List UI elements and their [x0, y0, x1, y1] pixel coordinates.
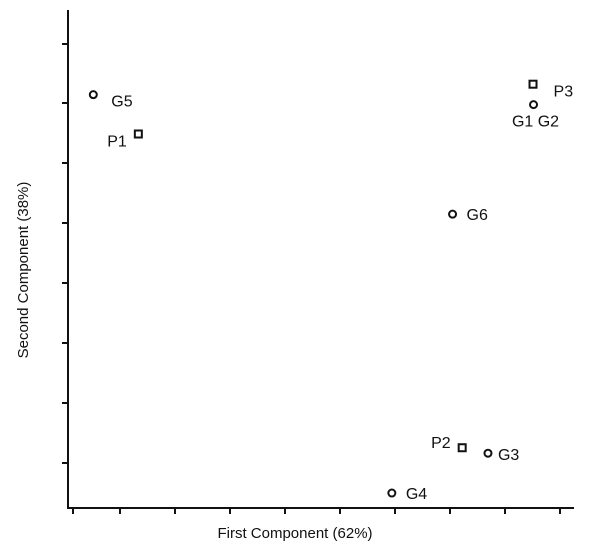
- data-point-p3: [528, 79, 538, 89]
- data-point-g4: [387, 488, 397, 498]
- point-label-g4: G4: [406, 486, 427, 503]
- data-point-g6: [448, 209, 458, 219]
- point-label-g1-g2: G1 G2: [512, 114, 559, 131]
- point-label-g5: G5: [111, 94, 132, 111]
- data-point-g5: [88, 90, 98, 100]
- data-point-p2: [457, 443, 467, 453]
- point-label-g3: G3: [498, 447, 519, 464]
- axis-ticks: [62, 43, 561, 514]
- point-labels: G1 G2 G3 G4 G5 G6 P1 P2 P3: [107, 84, 573, 503]
- axes: [67, 10, 574, 509]
- x-axis-title: First Component (62%): [217, 525, 372, 542]
- point-label-g6: G6: [467, 207, 488, 224]
- point-label-p2: P2: [431, 435, 451, 452]
- data-point-g1-g2: [529, 100, 539, 110]
- y-axis-title: Second Component (38%): [15, 182, 32, 359]
- point-label-p3: P3: [554, 84, 574, 101]
- data-point-g3: [483, 448, 493, 458]
- data-points: [88, 79, 539, 498]
- data-point-p1: [133, 129, 143, 139]
- point-label-p1: P1: [107, 134, 127, 151]
